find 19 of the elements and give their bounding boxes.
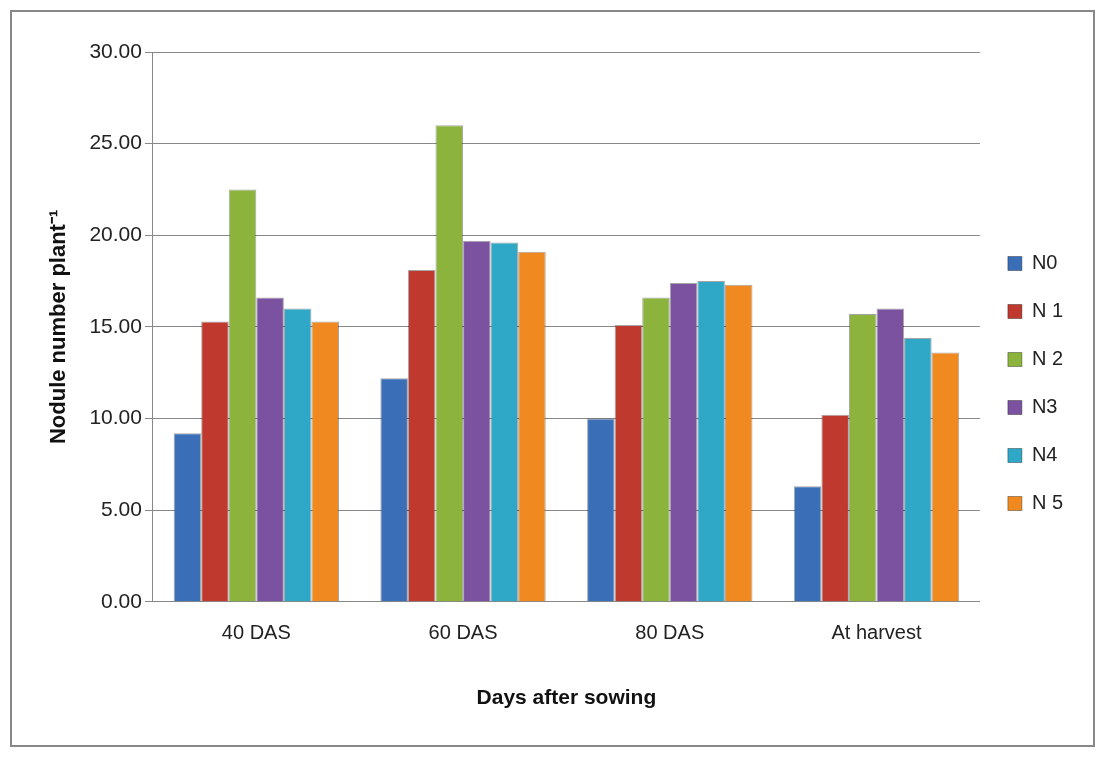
x-axis-title: Days after sowing <box>476 685 657 709</box>
y-tick-label: 20.00 <box>89 222 142 246</box>
y-tick-label: 0.00 <box>101 588 142 612</box>
y-tick-label: 15.00 <box>89 313 142 337</box>
x-tick-label: 40 DAS <box>221 621 291 644</box>
legend-label: N 5 <box>1031 491 1063 514</box>
y-tick-label: 10.00 <box>89 405 142 429</box>
x-tick-label: At harvest <box>831 621 922 644</box>
y-tick-label: 30.00 <box>89 38 142 62</box>
y-tick-label: 25.00 <box>89 130 142 154</box>
legend-label: N3 <box>1031 395 1058 418</box>
y-axis-title: Nodule number plant⁻¹ <box>45 209 71 445</box>
legend-label: N0 <box>1031 251 1058 274</box>
y-tick-label: 5.00 <box>101 496 142 520</box>
legend-label: N 1 <box>1031 299 1063 322</box>
x-tick-label: 60 DAS <box>428 621 498 644</box>
legend-label: N4 <box>1031 443 1058 466</box>
x-tick-label: 80 DAS <box>635 621 705 644</box>
legend-label: N 2 <box>1031 347 1063 370</box>
